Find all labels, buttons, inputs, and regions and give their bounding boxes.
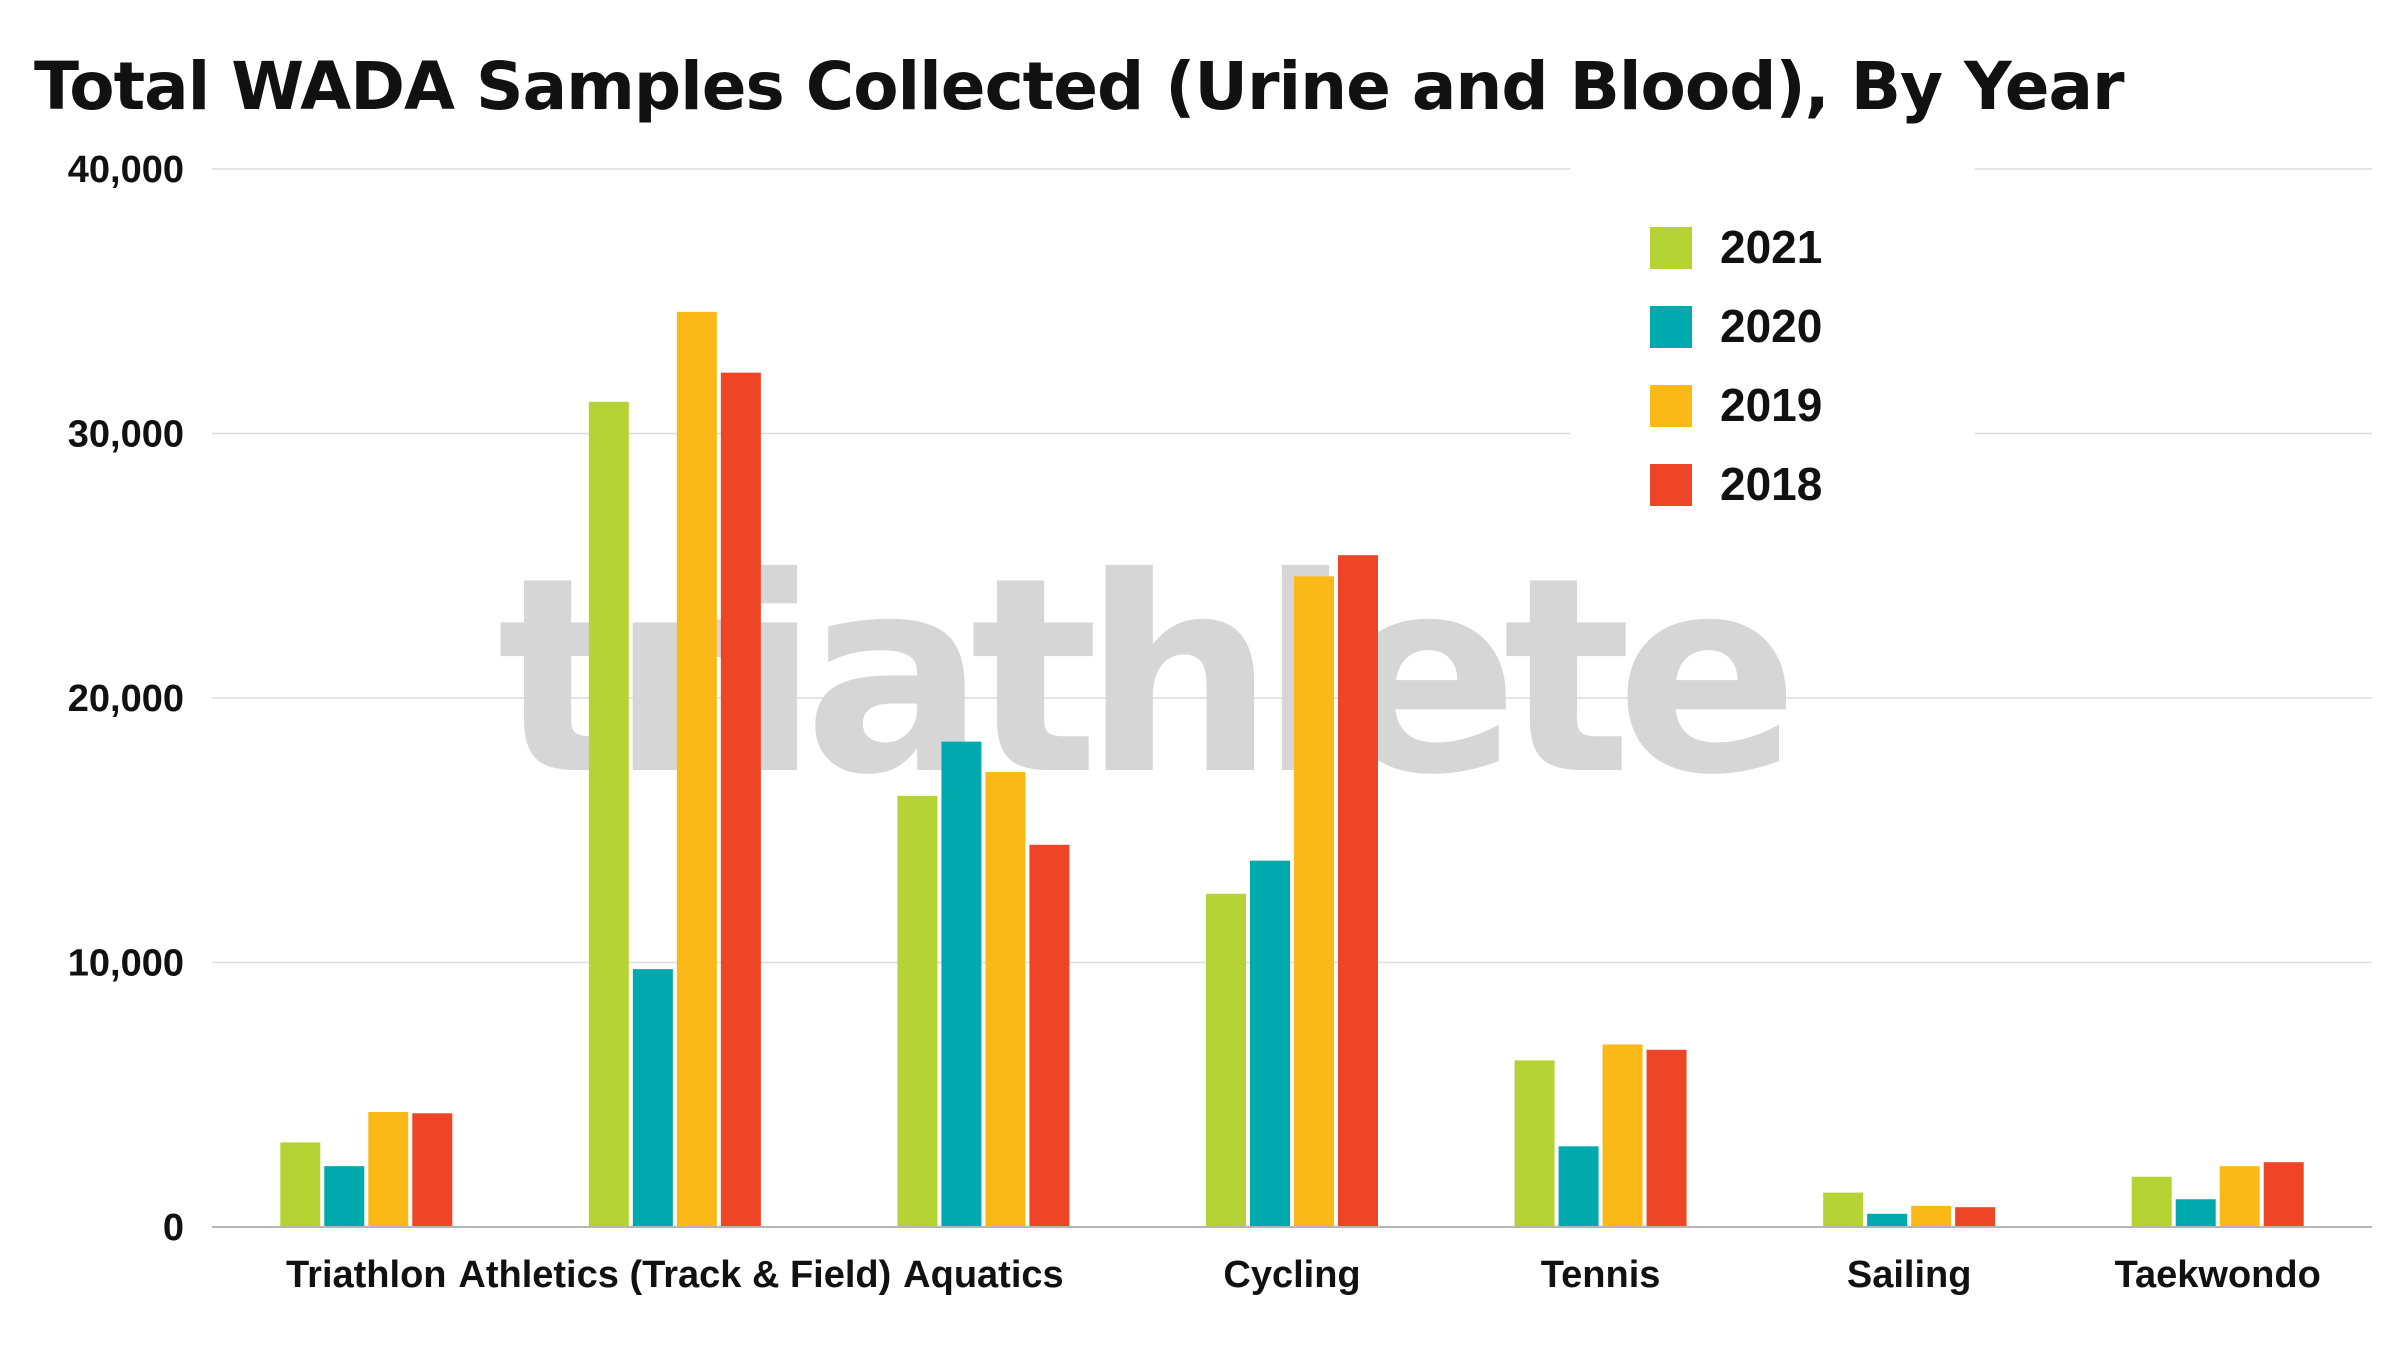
bar-2019 <box>677 312 717 1227</box>
bar-2020 <box>1559 1146 1599 1227</box>
bar-2019 <box>2220 1166 2260 1227</box>
x-tick-label: Aquatics <box>903 1254 1063 1296</box>
bar-2021 <box>897 796 937 1227</box>
y-tick-label: 40,000 <box>68 149 184 191</box>
y-tick-label: 10,000 <box>68 943 184 985</box>
legend-swatch-2020 <box>1650 306 1692 348</box>
bar-2018 <box>1647 1050 1687 1227</box>
x-tick-label: Cycling <box>1223 1254 1360 1296</box>
bar-2021 <box>2132 1177 2172 1227</box>
x-tick-label: Tennis <box>1541 1254 1661 1296</box>
bar-2020 <box>2176 1199 2216 1227</box>
bar-2019 <box>1911 1206 1951 1227</box>
x-tick-label: Sailing <box>1847 1254 1972 1296</box>
bar-2019 <box>1603 1044 1643 1227</box>
bar-2021 <box>1515 1060 1555 1227</box>
bar-2018 <box>721 373 761 1227</box>
legend-swatch-2021 <box>1650 227 1692 269</box>
bar-2021 <box>589 402 629 1227</box>
bar-2021 <box>280 1142 320 1227</box>
bar-2019 <box>985 772 1025 1227</box>
x-tick-label: Triathlon <box>286 1254 446 1296</box>
legend-swatch-2018 <box>1650 464 1692 506</box>
bar-2018 <box>412 1113 452 1227</box>
bar-2019 <box>368 1112 408 1227</box>
chart-svg: triathlete 010,00020,00030,00040,000 Tri… <box>0 0 2400 1350</box>
legend-label-2021: 2021 <box>1720 221 1822 273</box>
bar-2019 <box>1294 576 1334 1227</box>
bar-2018 <box>1338 555 1378 1227</box>
bar-2021 <box>1823 1193 1863 1227</box>
legend-swatch-2019 <box>1650 385 1692 427</box>
bar-2021 <box>1206 894 1246 1227</box>
bar-2018 <box>1955 1207 1995 1227</box>
legend-label-2018: 2018 <box>1720 458 1822 510</box>
legend-label-2020: 2020 <box>1720 300 1822 352</box>
bar-2020 <box>941 742 981 1227</box>
bar-2020 <box>633 969 673 1227</box>
bar-2020 <box>1867 1214 1907 1227</box>
bar-2018 <box>2264 1162 2304 1227</box>
bar-2020 <box>1250 861 1290 1227</box>
y-tick-label: 30,000 <box>68 414 184 456</box>
x-tick-label: Athletics (Track & Field) <box>458 1254 891 1296</box>
y-tick-labels: 0 10,000 20,000 30,000 40,000 <box>68 149 184 1249</box>
bar-2020 <box>324 1166 364 1227</box>
chart: Total WADA Samples Collected (Urine and … <box>0 0 2400 1350</box>
x-tick-label: Taekwondo <box>2115 1254 2321 1296</box>
y-tick-label: 20,000 <box>68 678 184 720</box>
y-tick-label: 0 <box>163 1207 184 1249</box>
legend-label-2019: 2019 <box>1720 379 1822 431</box>
x-tick-labels: Triathlon Athletics (Track & Field) Aquati… <box>286 1254 2321 1296</box>
bar-2018 <box>1029 845 1069 1227</box>
